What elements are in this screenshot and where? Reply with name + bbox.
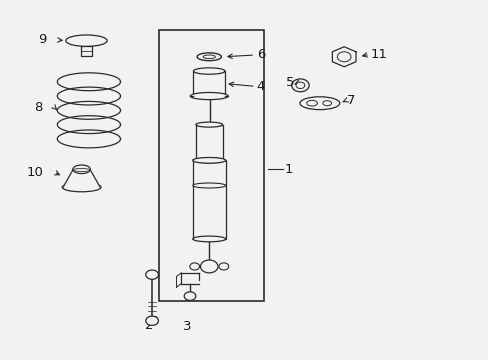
Ellipse shape — [190, 93, 228, 100]
Polygon shape — [63, 170, 100, 187]
Circle shape — [145, 270, 158, 279]
Ellipse shape — [66, 35, 107, 46]
Text: 7: 7 — [346, 94, 354, 107]
Text: 10: 10 — [27, 166, 43, 179]
Bar — [159, 30, 264, 301]
Text: 5: 5 — [286, 76, 294, 89]
Bar — [196, 125, 222, 160]
Ellipse shape — [62, 183, 101, 192]
Text: 4: 4 — [256, 80, 264, 93]
Ellipse shape — [73, 165, 90, 174]
Bar — [193, 71, 224, 96]
Ellipse shape — [192, 157, 225, 163]
Ellipse shape — [193, 68, 224, 74]
Ellipse shape — [197, 53, 221, 61]
Circle shape — [184, 292, 196, 300]
Circle shape — [219, 263, 228, 270]
Ellipse shape — [192, 236, 225, 242]
Text: 1: 1 — [284, 163, 292, 176]
Ellipse shape — [306, 100, 317, 106]
Ellipse shape — [196, 158, 222, 163]
Text: 3: 3 — [183, 320, 191, 333]
Polygon shape — [332, 47, 355, 67]
Ellipse shape — [299, 97, 339, 110]
Text: 6: 6 — [256, 49, 264, 62]
Circle shape — [295, 82, 304, 89]
Ellipse shape — [322, 101, 331, 106]
Circle shape — [337, 52, 350, 62]
Text: 11: 11 — [370, 48, 387, 61]
Circle shape — [189, 263, 199, 270]
Ellipse shape — [192, 183, 225, 188]
Ellipse shape — [203, 55, 215, 59]
Text: 8: 8 — [34, 102, 43, 114]
Text: 2: 2 — [145, 319, 154, 332]
Circle shape — [291, 79, 308, 92]
Text: 9: 9 — [38, 33, 46, 46]
Circle shape — [200, 260, 218, 273]
Circle shape — [145, 316, 158, 325]
Ellipse shape — [196, 122, 222, 127]
Ellipse shape — [73, 168, 90, 171]
Bar — [192, 160, 225, 239]
